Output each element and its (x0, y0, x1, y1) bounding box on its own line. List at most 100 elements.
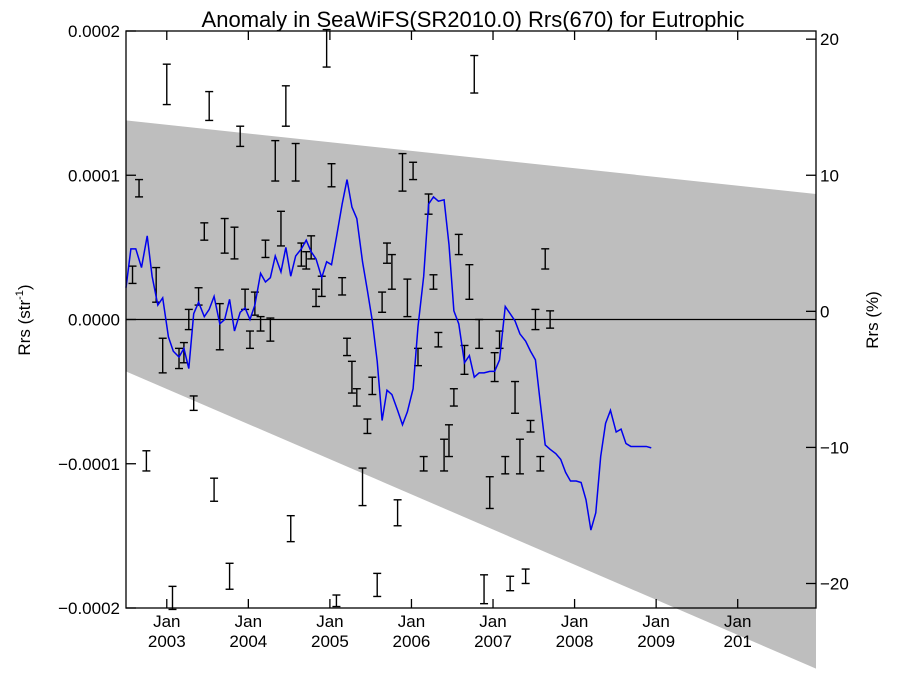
error-bar (179, 341, 188, 364)
error-bar (444, 424, 453, 458)
x-tick-label-month: Jan (479, 612, 506, 631)
y-tick-label: 0.0000 (68, 311, 120, 330)
error-bar (511, 380, 520, 414)
x-tick-label-year: 2007 (474, 632, 512, 651)
x-tick-label-year: 2004 (229, 632, 267, 651)
error-bar (245, 330, 254, 350)
x-tick-label-month: Jan (398, 612, 425, 631)
error-bar (236, 125, 245, 148)
error-bar (480, 574, 489, 605)
error-bar (307, 235, 316, 260)
error-bar (210, 477, 219, 502)
error-bar (368, 376, 377, 396)
y2-tick-label: 10 (820, 166, 839, 185)
error-bar (403, 278, 412, 318)
y-axis-right: 20 10 0 −10 −20 (806, 30, 849, 594)
error-bar (261, 239, 270, 259)
error-bar (541, 248, 550, 270)
error-bar (526, 419, 535, 433)
x-tick-label-month: Jan (724, 612, 751, 631)
x-tick-label-year: 2006 (393, 632, 431, 651)
error-bar (142, 450, 151, 472)
error-bar (225, 562, 234, 590)
chart-title: Anomaly in SeaWiFS(SR2010.0) Rrs(670) fo… (202, 7, 745, 32)
y2-axis-label: Rrs (%) (863, 291, 882, 349)
error-bar (271, 139, 280, 182)
y-tick-label: −0.0001 (58, 455, 120, 474)
y-axis-label: Rrs (str-1) (14, 284, 34, 355)
error-bar (465, 263, 474, 301)
error-bar (515, 438, 524, 475)
error-bar (373, 572, 382, 598)
error-bar (449, 388, 458, 407)
error-bar (175, 347, 184, 370)
y-tick-label: −0.0002 (58, 599, 120, 618)
x-tick-label-month: Jan (316, 612, 343, 631)
error-bar (302, 251, 311, 270)
error-bar (168, 585, 177, 611)
error-bar (506, 575, 515, 592)
x-tick-label-year: 201 (724, 632, 752, 651)
x-tick-label-month: Jan (642, 612, 669, 631)
error-bar (536, 455, 545, 472)
error-bar (382, 242, 391, 264)
error-bar (387, 253, 396, 290)
error-bar (158, 337, 167, 374)
error-bar (440, 438, 449, 472)
x-tick-label-year: 2009 (637, 632, 675, 651)
x-tick-label-year: 2005 (311, 632, 349, 651)
error-bar (215, 302, 224, 351)
error-bar (291, 142, 300, 182)
error-bar (322, 28, 331, 68)
error-bar (332, 594, 341, 608)
error-bar (470, 54, 479, 94)
error-bar (266, 317, 275, 342)
uncertainty-band (126, 120, 816, 669)
error-bar (230, 226, 239, 260)
error-bar (205, 90, 214, 122)
y-tick-label: 0.0001 (68, 166, 120, 185)
error-bar (398, 152, 407, 192)
error-bar (419, 455, 428, 472)
plot-area (125, 28, 816, 669)
series-line (125, 179, 652, 531)
error-bar (162, 63, 171, 106)
error-bar (490, 351, 499, 383)
error-bar (429, 274, 438, 290)
y-axis-left: 0.0002 0.0001 0.0000 −0.0001 −0.0002 (58, 22, 136, 618)
error-bar (286, 514, 295, 543)
error-bar (454, 233, 463, 256)
error-bar (521, 568, 530, 585)
x-tick-label-year: 2003 (148, 632, 186, 651)
error-bar (501, 455, 510, 475)
error-bar (358, 467, 367, 507)
error-bar (352, 388, 361, 407)
error-bar (189, 395, 198, 412)
x-tick-label-month: Jan (235, 612, 262, 631)
error-bar (200, 222, 209, 241)
y2-tick-label: −10 (820, 438, 849, 457)
error-bar (327, 163, 336, 188)
error-bar (281, 85, 290, 127)
x-axis: Jan2003Jan2004Jan2005Jan2006Jan2007Jan20… (148, 31, 752, 651)
error-bar (343, 337, 352, 357)
error-bar (485, 476, 494, 510)
x-tick-label-month: Jan (561, 612, 588, 631)
error-bar (128, 265, 137, 285)
error-bar (363, 418, 372, 435)
error-bar (409, 161, 418, 181)
y2-tick-label: 0 (820, 302, 829, 321)
error-bar (338, 276, 347, 296)
y2-tick-label: 20 (820, 30, 839, 49)
error-bar (135, 178, 144, 198)
error-bar (393, 499, 402, 527)
x-tick-label-year: 2008 (556, 632, 594, 651)
error-bar (347, 360, 356, 394)
y2-tick-label: −20 (820, 575, 849, 594)
error-bar (434, 331, 443, 348)
error-bar (378, 291, 387, 313)
error-bar (312, 288, 321, 308)
error-bar (220, 217, 229, 254)
x-tick-label-month: Jan (153, 612, 180, 631)
